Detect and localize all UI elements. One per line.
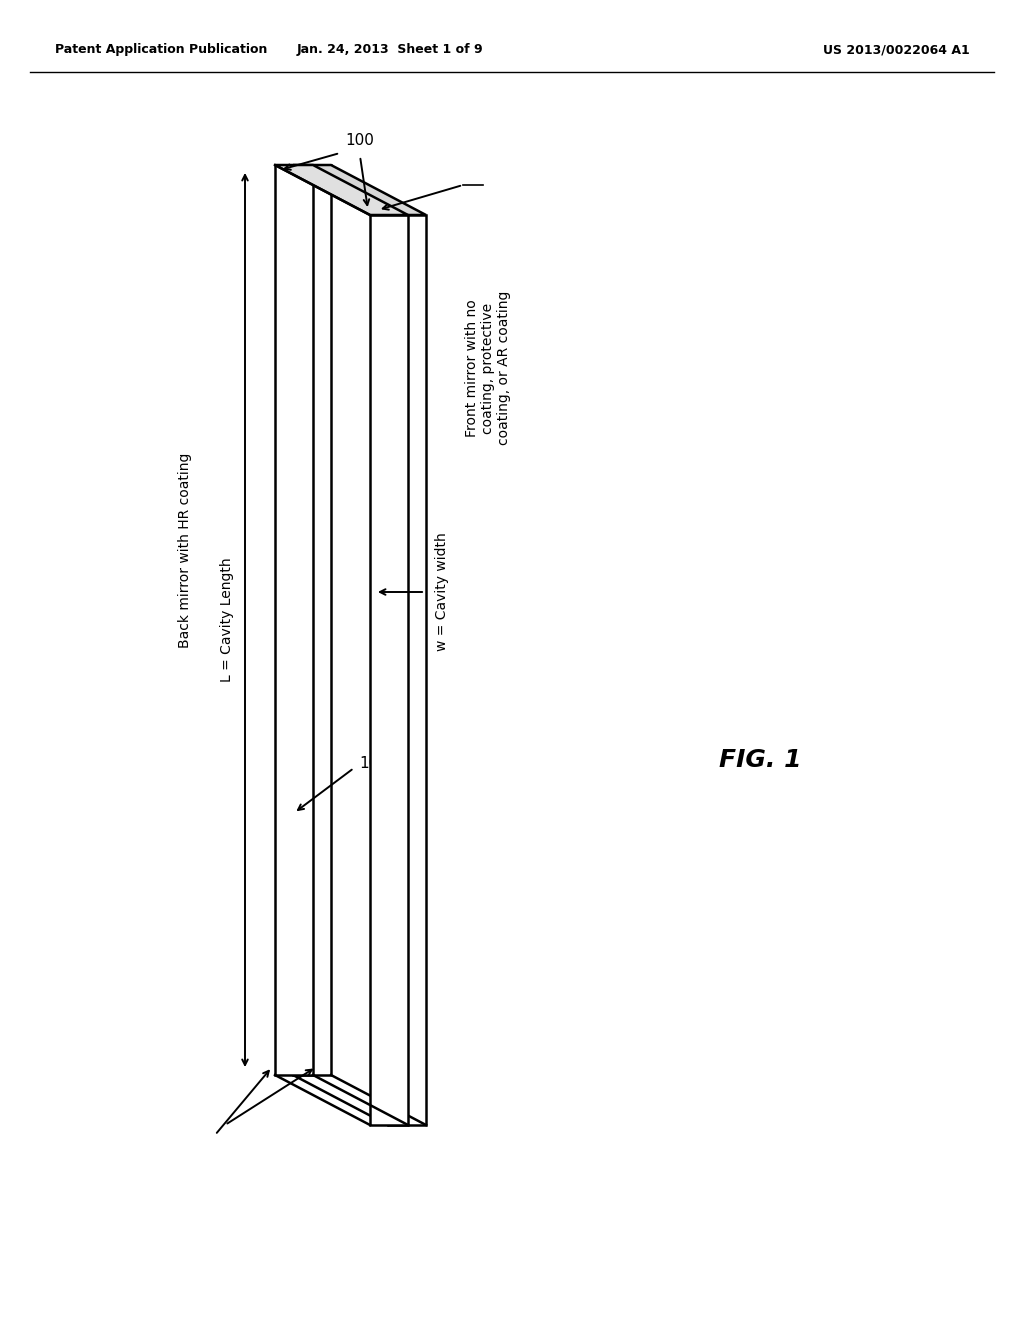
Polygon shape [293, 165, 331, 1074]
Polygon shape [388, 215, 426, 1125]
Polygon shape [293, 165, 426, 215]
Text: Front mirror with no
coating, protective
coating, or AR coating: Front mirror with no coating, protective… [465, 290, 511, 445]
Text: Jan. 24, 2013  Sheet 1 of 9: Jan. 24, 2013 Sheet 1 of 9 [297, 44, 483, 57]
Polygon shape [370, 215, 408, 1125]
Text: Patent Application Publication: Patent Application Publication [55, 44, 267, 57]
Text: 101: 101 [359, 755, 388, 771]
Polygon shape [275, 165, 408, 215]
Text: US 2013/0022064 A1: US 2013/0022064 A1 [823, 44, 970, 57]
Text: w = Cavity width: w = Cavity width [435, 533, 449, 651]
Text: FIG. 1: FIG. 1 [719, 748, 801, 772]
Text: 100: 100 [345, 133, 374, 148]
Polygon shape [275, 165, 313, 1074]
Text: L = Cavity Length: L = Cavity Length [220, 557, 234, 682]
Text: Back mirror with HR coating: Back mirror with HR coating [178, 453, 193, 648]
